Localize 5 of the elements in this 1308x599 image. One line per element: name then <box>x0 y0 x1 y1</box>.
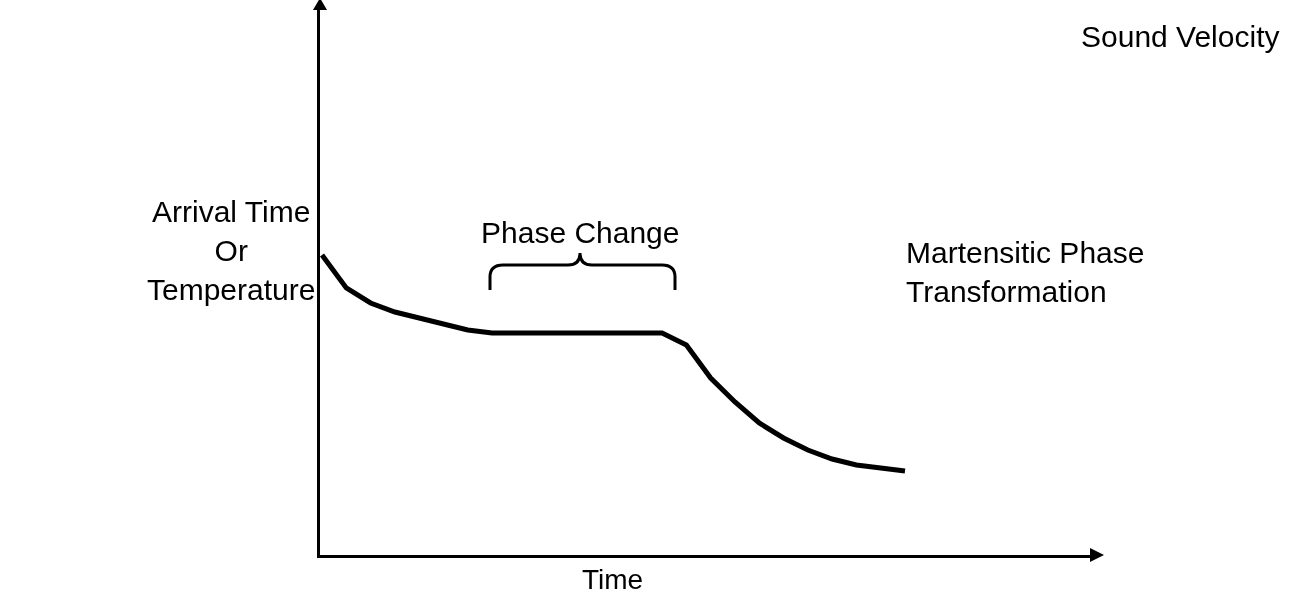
x-axis-title: Time <box>582 564 644 595</box>
y-axis-title: Arrival Time Or Temperature <box>147 195 316 306</box>
text: Sound Velocity <box>1081 20 1280 53</box>
text: Phase Change <box>481 216 680 249</box>
annotation: Martensitic Phase Transformation <box>906 236 1145 308</box>
